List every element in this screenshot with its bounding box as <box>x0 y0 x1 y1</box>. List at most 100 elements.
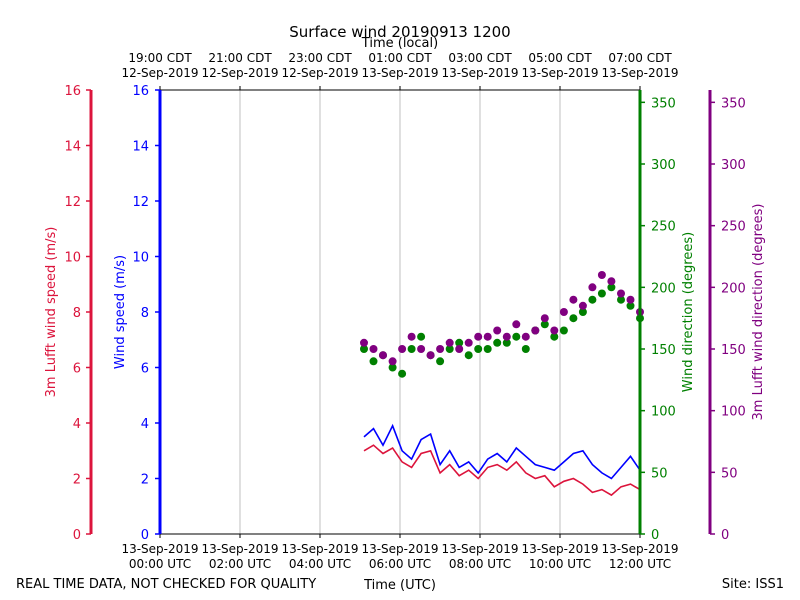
series-lufft_dir <box>360 271 644 366</box>
series-lufft_speed <box>363 444 641 497</box>
top-tick-date: 12-Sep-2019 <box>201 66 278 80</box>
axis-tick-label: 50 <box>651 466 668 481</box>
scatter-point <box>455 345 464 353</box>
scatter-point <box>502 338 511 347</box>
axis-tick-label: 12 <box>64 195 81 210</box>
scatter-point <box>559 308 568 316</box>
axis-tick-label: 4 <box>141 417 149 432</box>
axis-tick-label: 0 <box>73 528 81 543</box>
scatter-point <box>398 369 407 378</box>
scatter-point <box>512 320 521 329</box>
x-tick-time: 08:00 UTC <box>449 557 511 571</box>
x-tick-time: 10:00 UTC <box>529 557 591 571</box>
axis-tick-label: 250 <box>721 220 746 235</box>
x-tick-time: 04:00 UTC <box>289 557 351 571</box>
top-tick-date: 13-Sep-2019 <box>521 66 598 80</box>
scatter-point <box>550 332 559 341</box>
scatter-point <box>531 326 540 335</box>
scatter-point <box>597 289 606 298</box>
top-tick-date: 13-Sep-2019 <box>601 66 678 80</box>
axis-tick-label: 150 <box>721 343 746 358</box>
scatter-point <box>597 271 606 279</box>
scatter-point <box>445 345 454 353</box>
top-tick-date: 13-Sep-2019 <box>441 66 518 80</box>
lufft-speed-axis: 0 2 4 6 8 10 12 14 16 <box>64 84 93 543</box>
scatter-point <box>626 301 635 310</box>
x-tick-date: 13-Sep-2019 <box>361 542 438 556</box>
series-line <box>363 423 641 480</box>
lufft-direction-axis-label: 3m Lufft wind direction (degrees) <box>751 204 766 421</box>
top-tick-time: 07:00 CDT <box>608 51 672 65</box>
scatter-point <box>474 345 483 353</box>
axis-tick-label: 100 <box>651 405 676 420</box>
x-tick-date: 13-Sep-2019 <box>521 542 598 556</box>
series-wind_dir <box>360 283 644 378</box>
scatter-point <box>388 357 397 366</box>
site-label: Site: ISS1 <box>722 577 784 592</box>
scatter-point <box>379 351 387 360</box>
scatter-point <box>578 301 587 310</box>
axis-tick-label: 12 <box>132 195 149 210</box>
scatter-point <box>521 345 530 353</box>
scatter-point <box>445 338 454 347</box>
axis-tick-label: 50 <box>721 466 738 481</box>
axis-tick-label: 14 <box>132 140 149 155</box>
axis-tick-label: 0 <box>651 528 659 543</box>
scatter-point <box>607 277 616 286</box>
scatter-point <box>436 345 445 353</box>
scatter-point <box>588 283 597 292</box>
scatter-point <box>474 332 483 341</box>
axis-tick-label: 4 <box>73 417 81 432</box>
x-tick-date: 13-Sep-2019 <box>601 542 678 556</box>
scatter-point <box>360 345 368 353</box>
top-tick-time: 21:00 CDT <box>208 51 272 65</box>
x-tick-time: 02:00 UTC <box>209 557 271 571</box>
scatter-point <box>578 308 587 316</box>
axis-tick-label: 200 <box>721 281 746 296</box>
wind-speed-axis-label: Wind speed (m/s) <box>113 255 128 369</box>
lufft-direction-axis: 0 50 100 150 200 250 300 350 <box>708 90 746 543</box>
top-tick-date: 12-Sep-2019 <box>121 66 198 80</box>
axis-tick-label: 350 <box>651 96 676 111</box>
scatter-point <box>407 345 416 353</box>
top-tick-date: 13-Sep-2019 <box>361 66 438 80</box>
scatter-point <box>607 283 616 292</box>
x-tick-time: 00:00 UTC <box>129 557 191 571</box>
axis-tick-label: 100 <box>721 405 746 420</box>
axis-tick-label: 10 <box>64 251 81 266</box>
axis-tick-label: 16 <box>132 84 149 99</box>
scatter-point <box>455 338 464 347</box>
axis-tick-label: 10 <box>132 251 149 266</box>
scatter-point <box>550 326 559 335</box>
scatter-point <box>617 289 625 298</box>
axis-tick-label: 16 <box>64 84 81 99</box>
series-layer <box>360 271 644 497</box>
axis-tick-label: 8 <box>73 306 81 321</box>
top-tick-time: 23:00 CDT <box>288 51 352 65</box>
scatter-point <box>483 345 492 353</box>
top-axis-label: Time (local) <box>361 36 438 51</box>
x-tick-time: 06:00 UTC <box>369 557 431 571</box>
scatter-point <box>483 332 492 341</box>
x-tick-date: 13-Sep-2019 <box>121 542 198 556</box>
scatter-point <box>388 363 397 372</box>
scatter-point <box>502 332 511 341</box>
scatter-point <box>360 338 368 347</box>
x-axis-label: Time (UTC) <box>363 578 436 593</box>
series-line <box>363 444 641 497</box>
top-tick-date: 12-Sep-2019 <box>281 66 358 80</box>
chart-title: Surface wind 20190913 1200 <box>289 23 510 41</box>
top-tick-time: 03:00 CDT <box>448 51 512 65</box>
axis-tick-label: 0 <box>141 528 149 543</box>
top-tick-time: 05:00 CDT <box>528 51 592 65</box>
top-tick-time: 19:00 CDT <box>128 51 192 65</box>
axis-tick-label: 0 <box>721 528 729 543</box>
quality-disclaimer: REAL TIME DATA, NOT CHECKED FOR QUALITY <box>16 577 316 592</box>
wind-direction-axis: 0 50 100 150 200 250 300 350 <box>638 90 676 543</box>
top-tick-time: 01:00 CDT <box>368 51 432 65</box>
axis-tick-label: 8 <box>141 306 149 321</box>
series-wind_speed <box>363 423 641 480</box>
scatter-point <box>569 295 578 304</box>
